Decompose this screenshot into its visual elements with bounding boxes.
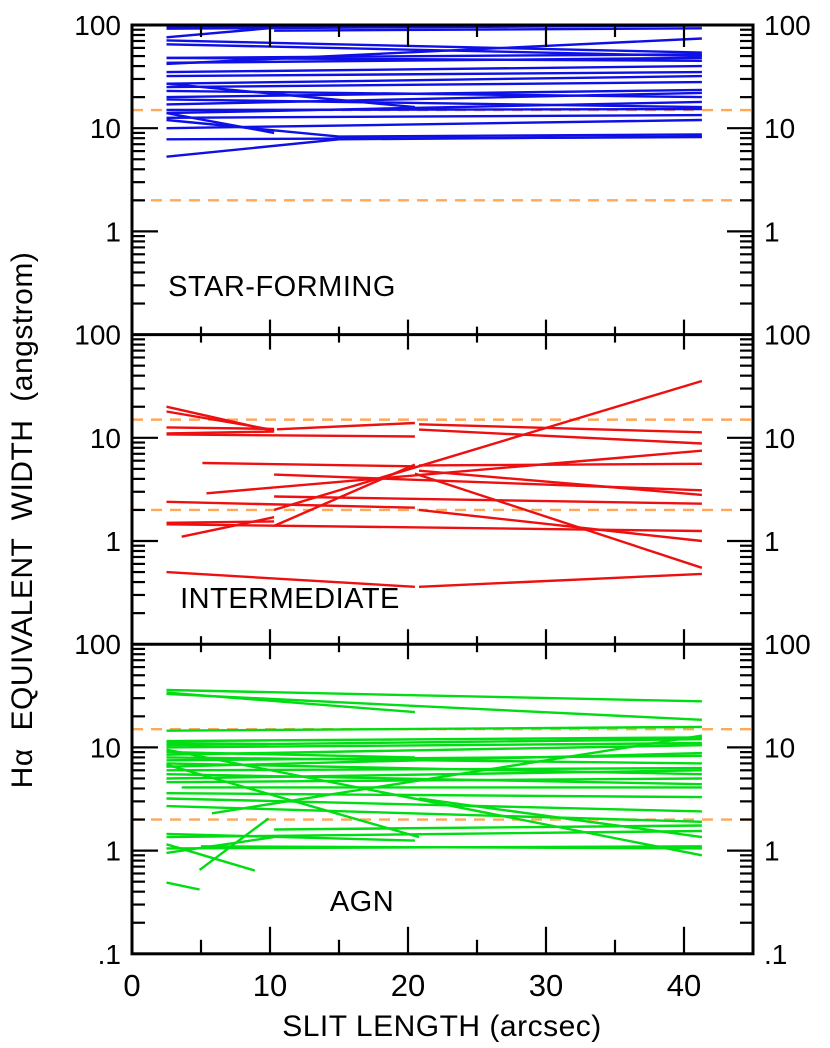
- series-line: [166, 88, 702, 99]
- series-line: [166, 91, 702, 106]
- series-line: [166, 410, 275, 432]
- panel-lines-star-forming: [166, 26, 702, 158]
- y-tick-label: 100: [764, 320, 811, 351]
- panel-lines-intermediate: [166, 379, 703, 588]
- x-tick-label: 0: [123, 968, 140, 1003]
- y-tick-label: .1: [98, 939, 121, 970]
- plot-frame: [130, 23, 755, 956]
- series-line: [166, 741, 702, 749]
- series-line: [166, 804, 702, 823]
- series-line: [166, 433, 415, 438]
- series-line: [418, 428, 702, 445]
- series-line: [211, 734, 703, 815]
- series-line: [166, 829, 702, 839]
- x-axis-title: SLIT LENGTH (arcsec): [282, 1010, 602, 1043]
- series-line: [418, 462, 702, 467]
- x-tick-label: 30: [529, 968, 563, 1003]
- series-line: [166, 135, 702, 158]
- series-line: [166, 792, 702, 799]
- series-line: [166, 692, 702, 721]
- y-tick-label: 100: [74, 629, 121, 660]
- series-line: [181, 516, 275, 538]
- axis-ticks: [132, 25, 753, 954]
- y-tick-label: 100: [74, 320, 121, 351]
- series-line: [166, 766, 702, 772]
- series-line: [274, 824, 702, 831]
- y-axis-title: Hα EQUIVALENT WIDTH (angstrom): [6, 252, 39, 789]
- series-line: [166, 70, 702, 78]
- y-tick-label: 1: [105, 526, 121, 557]
- y-tick-label: 100: [764, 10, 811, 41]
- y-tick-label: 10: [764, 113, 795, 144]
- series-line: [166, 118, 702, 130]
- series-line: [166, 751, 702, 768]
- series-line: [418, 572, 702, 588]
- y-tick-label: 1: [764, 216, 780, 247]
- y-tick-label: 1: [764, 836, 780, 867]
- series-line: [166, 777, 702, 784]
- series-line: [166, 725, 702, 732]
- series-line: [166, 797, 702, 813]
- series-line: [166, 769, 702, 780]
- y-tick-label: 1: [764, 526, 780, 557]
- y-tick-label: 10: [90, 732, 121, 763]
- series-line: [273, 463, 416, 528]
- series-line: [166, 736, 702, 743]
- series-line: [166, 688, 702, 703]
- panel-lines-agn: [166, 688, 703, 891]
- series-line: [166, 881, 200, 891]
- x-tick-label: 40: [667, 968, 701, 1003]
- series-line: [418, 469, 703, 497]
- x-tick-label: 10: [253, 968, 287, 1003]
- series-line: [274, 27, 702, 32]
- panel-label-intermediate: INTERMEDIATE: [180, 583, 400, 615]
- y-tick-label: 100: [764, 629, 811, 660]
- series-line: [166, 113, 702, 119]
- panel-label-star-forming: STAR-FORMING: [168, 271, 396, 303]
- series-line: [166, 39, 702, 54]
- series-line: [166, 74, 702, 85]
- series-line: [166, 570, 415, 588]
- series-line: [166, 118, 702, 138]
- series-line: [166, 80, 702, 89]
- series-line: [200, 845, 702, 850]
- series-line: [166, 64, 702, 74]
- series-line: [166, 56, 702, 64]
- series-line: [166, 744, 702, 756]
- series-line: [414, 472, 703, 569]
- series-line: [273, 379, 703, 512]
- series-line: [206, 449, 703, 495]
- series-line: [166, 37, 702, 66]
- series-line: [166, 523, 702, 533]
- series-line: [166, 426, 275, 431]
- y-tick-label: 1: [105, 836, 121, 867]
- y-tick-label: 10: [764, 423, 795, 454]
- series-line: [202, 461, 415, 468]
- series-line: [166, 107, 702, 112]
- series-line: [166, 835, 275, 855]
- x-tick-label: 20: [391, 968, 425, 1003]
- series-line: [166, 430, 275, 435]
- series-line: [418, 423, 702, 434]
- y-tick-label: 1: [105, 216, 121, 247]
- series-line: [166, 748, 703, 857]
- y-tick-label: 10: [764, 732, 795, 763]
- y-tick-label: .1: [764, 939, 787, 970]
- series-line: [166, 98, 702, 109]
- y-tick-label: 100: [74, 10, 121, 41]
- series-line: [166, 832, 415, 842]
- series-line: [166, 100, 702, 115]
- series-line: [274, 495, 702, 505]
- series-line: [166, 738, 702, 747]
- series-line: [166, 26, 275, 39]
- y-tick-label: 10: [90, 113, 121, 144]
- series-line: [276, 421, 415, 431]
- series-line: [418, 508, 703, 543]
- panel-label-agn: AGN: [330, 886, 394, 918]
- y-tick-label: 10: [90, 423, 121, 454]
